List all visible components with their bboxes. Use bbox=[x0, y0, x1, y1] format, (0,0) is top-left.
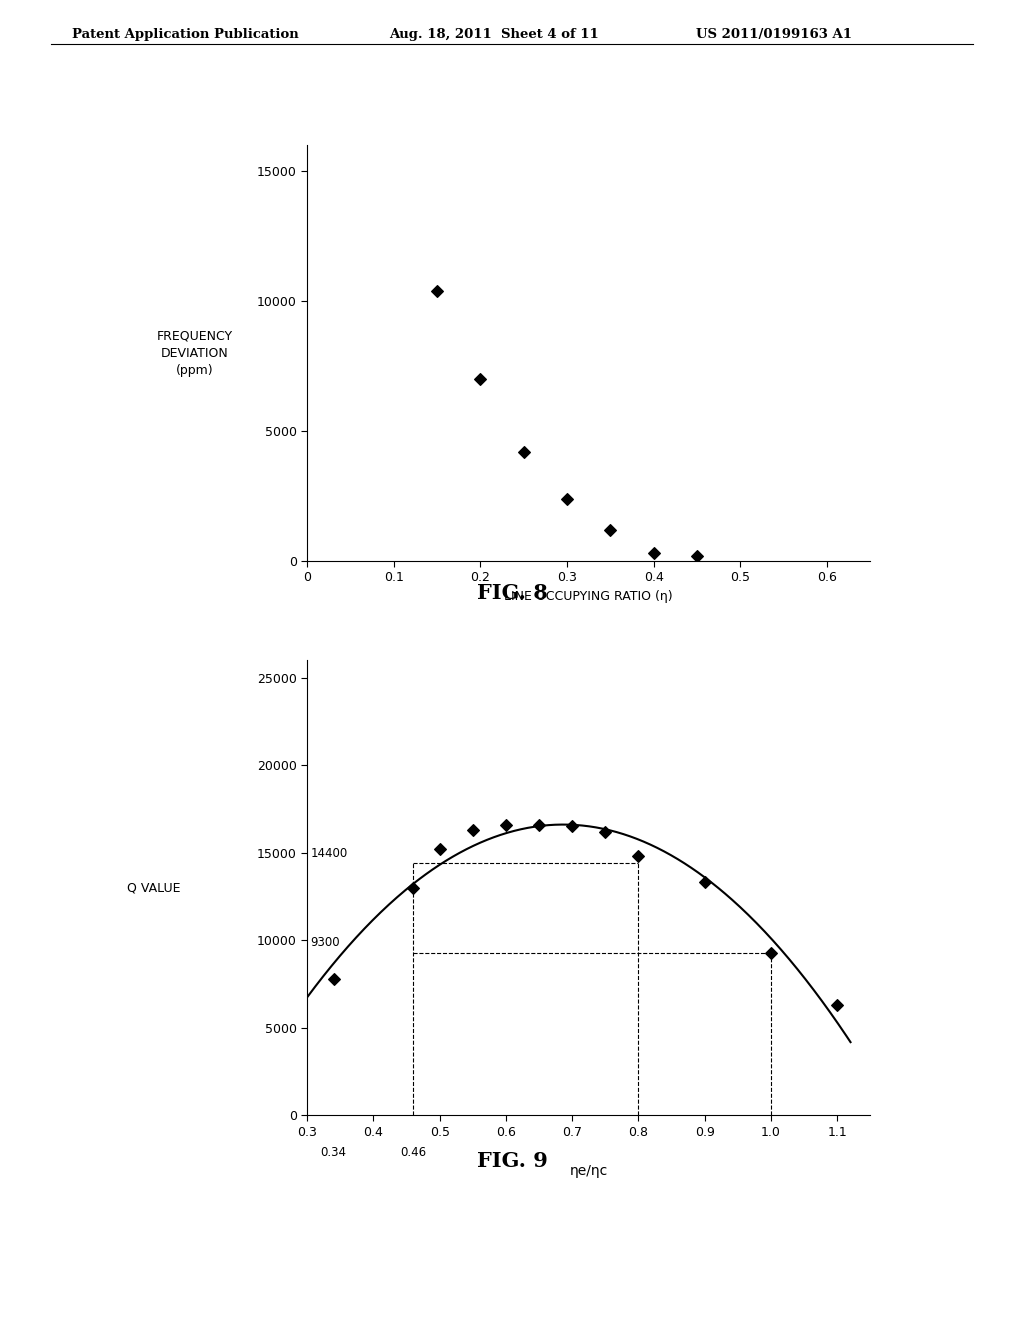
Text: 14400: 14400 bbox=[310, 846, 348, 859]
Text: FIG. 9: FIG. 9 bbox=[476, 1151, 548, 1171]
Point bbox=[429, 280, 445, 301]
Point bbox=[516, 441, 532, 462]
Text: 9300: 9300 bbox=[310, 936, 340, 949]
Text: FREQUENCY
DEVIATION
(ppm): FREQUENCY DEVIATION (ppm) bbox=[157, 330, 232, 376]
Point bbox=[645, 543, 662, 564]
Point bbox=[689, 545, 706, 566]
Y-axis label: Q VALUE: Q VALUE bbox=[127, 882, 180, 894]
Point bbox=[326, 969, 342, 990]
Text: 0.34: 0.34 bbox=[321, 1146, 347, 1159]
Text: Patent Application Publication: Patent Application Publication bbox=[72, 28, 298, 41]
Point bbox=[530, 814, 547, 836]
Point bbox=[829, 994, 846, 1015]
Text: US 2011/0199163 A1: US 2011/0199163 A1 bbox=[696, 28, 852, 41]
Point bbox=[472, 368, 488, 389]
Point bbox=[465, 820, 481, 841]
Point bbox=[406, 876, 422, 898]
Point bbox=[559, 488, 575, 510]
Point bbox=[597, 821, 613, 842]
Text: 0.46: 0.46 bbox=[400, 1146, 426, 1159]
Point bbox=[763, 942, 779, 964]
Point bbox=[602, 519, 618, 540]
Text: Aug. 18, 2011  Sheet 4 of 11: Aug. 18, 2011 Sheet 4 of 11 bbox=[389, 28, 599, 41]
X-axis label: ηe/ηc: ηe/ηc bbox=[569, 1164, 608, 1177]
Text: FIG. 8: FIG. 8 bbox=[476, 583, 548, 603]
Point bbox=[498, 814, 514, 836]
Point bbox=[431, 838, 447, 859]
Point bbox=[696, 873, 713, 894]
Point bbox=[564, 816, 581, 837]
Point bbox=[631, 846, 647, 867]
X-axis label: LINE OCCUPYING RATIO (η): LINE OCCUPYING RATIO (η) bbox=[505, 590, 673, 603]
